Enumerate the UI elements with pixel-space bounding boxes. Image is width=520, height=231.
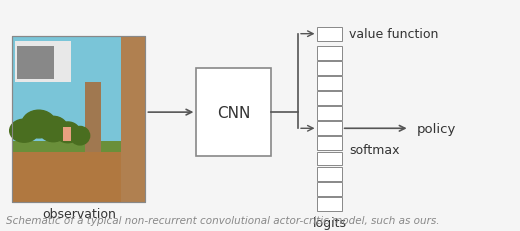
Text: policy: policy [417, 122, 456, 135]
Ellipse shape [56, 122, 80, 143]
Ellipse shape [39, 117, 68, 142]
Text: observation: observation [42, 207, 115, 220]
FancyBboxPatch shape [12, 149, 121, 202]
FancyBboxPatch shape [12, 141, 121, 153]
FancyBboxPatch shape [317, 107, 342, 121]
FancyBboxPatch shape [317, 167, 342, 181]
FancyBboxPatch shape [317, 122, 342, 136]
FancyBboxPatch shape [121, 37, 146, 202]
Text: logits: logits [313, 216, 346, 229]
FancyBboxPatch shape [17, 47, 54, 80]
FancyBboxPatch shape [317, 28, 342, 41]
Ellipse shape [10, 120, 39, 143]
Text: Schematic of a typical non-recurrent convolutional actor-critic model, such as o: Schematic of a typical non-recurrent con… [6, 215, 439, 225]
FancyBboxPatch shape [317, 152, 342, 166]
Text: CNN: CNN [217, 105, 251, 120]
Ellipse shape [70, 127, 89, 145]
FancyBboxPatch shape [196, 69, 271, 156]
FancyBboxPatch shape [63, 127, 71, 142]
Text: softmax: softmax [349, 143, 399, 156]
FancyBboxPatch shape [317, 77, 342, 91]
FancyBboxPatch shape [317, 62, 342, 76]
FancyBboxPatch shape [15, 42, 71, 83]
FancyBboxPatch shape [317, 182, 342, 196]
FancyBboxPatch shape [85, 83, 101, 153]
Ellipse shape [22, 111, 56, 138]
FancyBboxPatch shape [12, 37, 146, 202]
FancyBboxPatch shape [317, 92, 342, 106]
FancyBboxPatch shape [317, 47, 342, 61]
FancyBboxPatch shape [317, 197, 342, 211]
FancyBboxPatch shape [317, 137, 342, 151]
Text: value function: value function [349, 28, 438, 41]
